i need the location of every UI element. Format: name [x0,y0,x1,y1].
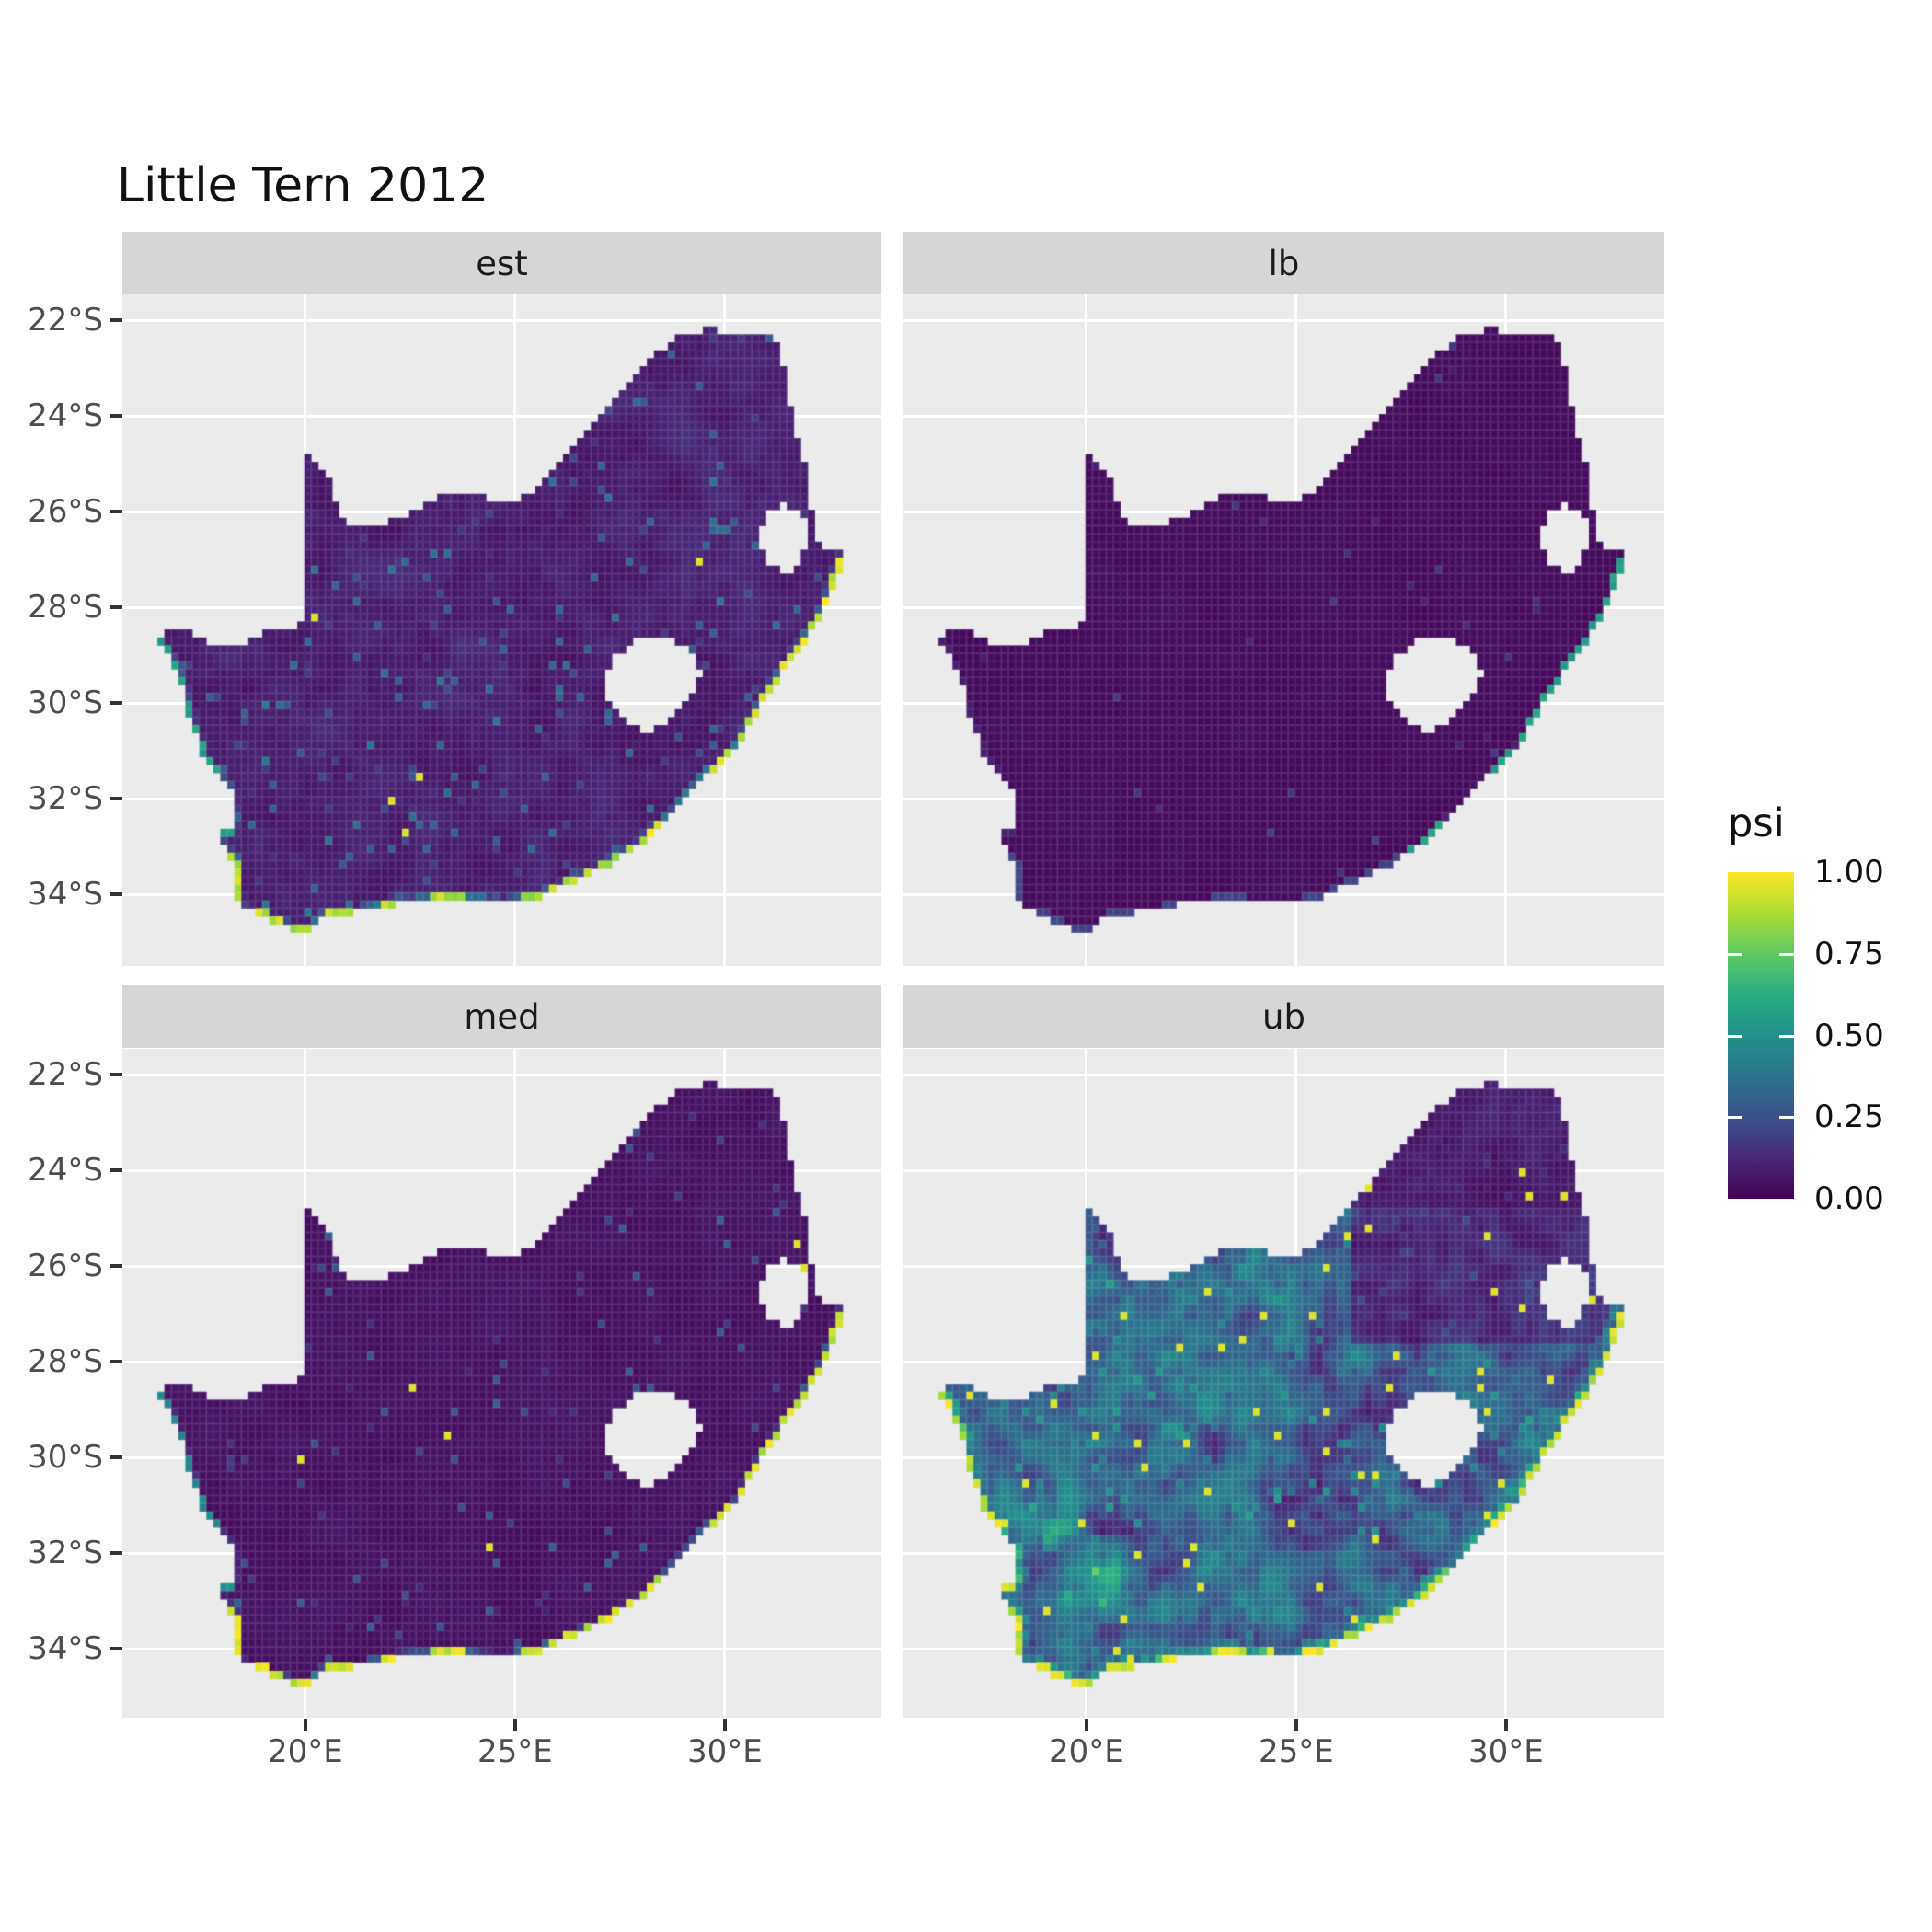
x-axis-tick-mark [722,1719,727,1731]
facet-strip-label: med [464,996,540,1037]
facet-strip-label: lb [1268,243,1300,283]
legend-tick-mark [1779,953,1794,956]
y-axis-tick-mark [110,510,122,514]
y-axis-tick-label: 32°S [28,780,103,818]
y-axis-tick-label: 30°S [28,1439,103,1477]
y-axis-tick-label: 34°S [28,876,103,914]
legend-label: 0.75 [1814,936,1884,972]
y-axis-tick-mark [110,1073,122,1077]
x-axis-tick-label: 25°E [1258,1733,1334,1770]
map-canvas-est [122,294,881,966]
x-axis-tick-mark [512,1719,517,1731]
facet-strip-est: est [122,232,881,294]
y-axis-tick-mark [110,1264,122,1269]
legend-tick-mark [1779,1116,1794,1119]
y-axis-tick-mark [110,1647,122,1651]
legend-label: 0.00 [1814,1180,1884,1217]
y-axis-tick-mark [110,1360,122,1364]
x-axis-tick-mark [1084,1719,1088,1731]
facet-strip-label: ub [1262,996,1305,1037]
facet-strip-ub: ub [903,985,1664,1048]
legend-tick-mark [1728,1035,1742,1038]
legend-tick-mark [1728,953,1742,956]
x-axis-tick-label: 30°E [686,1733,763,1770]
x-axis-tick-label: 20°E [1048,1733,1124,1770]
x-axis-tick-mark [1294,1719,1298,1731]
y-axis-tick-mark [110,797,122,801]
y-axis-tick-label: 22°S [28,1056,103,1094]
x-axis-tick-label: 30°E [1467,1733,1544,1770]
legend-title: psi [1728,800,1785,846]
y-axis-tick-mark [110,701,122,706]
y-axis-tick-label: 24°S [28,397,103,435]
legend-label: 0.50 [1814,1018,1884,1054]
y-axis-tick-label: 22°S [28,302,103,339]
facet-strip-lb: lb [903,232,1664,294]
legend-tick-mark [1728,1116,1742,1119]
y-axis-tick-label: 26°S [28,1248,103,1285]
legend-tick-mark [1779,1035,1794,1038]
y-axis-tick-label: 24°S [28,1152,103,1190]
legend-label: 1.00 [1814,854,1884,891]
map-panel-lb [903,294,1664,966]
map-canvas-ub [903,1049,1664,1718]
y-axis-tick-label: 32°S [28,1535,103,1572]
y-axis-tick-mark [110,1168,122,1173]
y-axis-tick-mark [110,414,122,419]
x-axis-tick-mark [1503,1719,1508,1731]
map-panel-ub [903,1049,1664,1718]
y-axis-tick-mark [110,318,122,323]
y-axis-tick-label: 30°S [28,684,103,722]
y-axis-tick-mark [110,1455,122,1460]
y-axis-tick-mark [110,1551,122,1556]
y-axis-tick-label: 34°S [28,1630,103,1668]
y-axis-tick-mark [110,892,122,897]
y-axis-tick-label: 26°S [28,493,103,531]
legend-label: 0.25 [1814,1098,1884,1135]
x-axis-tick-label: 25°E [477,1733,553,1770]
x-axis-tick-mark [303,1719,307,1731]
map-panel-med [122,1049,881,1718]
x-axis-tick-label: 20°E [267,1733,343,1770]
facet-strip-label: est [476,243,528,283]
plot-title: Little Tern 2012 [117,158,489,213]
y-axis-tick-label: 28°S [28,589,103,627]
map-canvas-med [122,1049,881,1718]
y-axis-tick-mark [110,605,122,610]
facet-strip-med: med [122,985,881,1048]
map-canvas-lb [903,294,1664,966]
map-panel-est [122,294,881,966]
y-axis-tick-label: 28°S [28,1343,103,1381]
